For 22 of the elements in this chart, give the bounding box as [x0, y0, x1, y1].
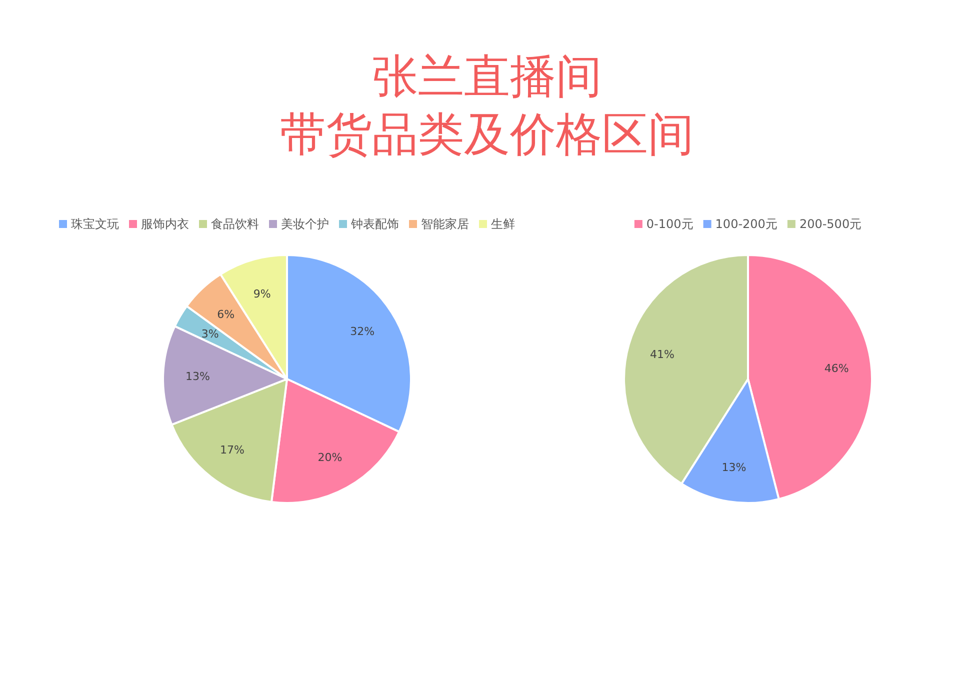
- data-label: 3%: [201, 328, 219, 341]
- data-label: 13%: [186, 370, 210, 384]
- data-label: 17%: [220, 444, 245, 457]
- data-label: 6%: [217, 308, 235, 321]
- data-label: 9%: [253, 287, 271, 300]
- data-label: 32%: [350, 325, 375, 338]
- data-label: 41%: [650, 348, 674, 362]
- data-label: 13%: [722, 461, 746, 474]
- chart-subtitle: 带货品类及价格区间: [280, 107, 694, 161]
- legend-label: 服饰内衣: [141, 217, 189, 231]
- legend-label: 200-500元: [799, 217, 862, 231]
- legend-label: 智能家居: [421, 217, 469, 231]
- chart-title: 张兰直播间: [372, 49, 602, 103]
- legend-label: 生鲜: [491, 217, 515, 231]
- data-label: 20%: [318, 451, 342, 464]
- legend-label: 钟表配饰: [350, 217, 399, 231]
- legend-label: 美妆个护: [281, 217, 329, 231]
- legend-label: 珠宝文玩: [71, 217, 119, 231]
- legend-label: 0-100元: [646, 217, 694, 231]
- data-label: 46%: [824, 362, 849, 375]
- legend-label: 食品饮料: [211, 217, 259, 231]
- legend-label: 100-200元: [715, 217, 778, 231]
